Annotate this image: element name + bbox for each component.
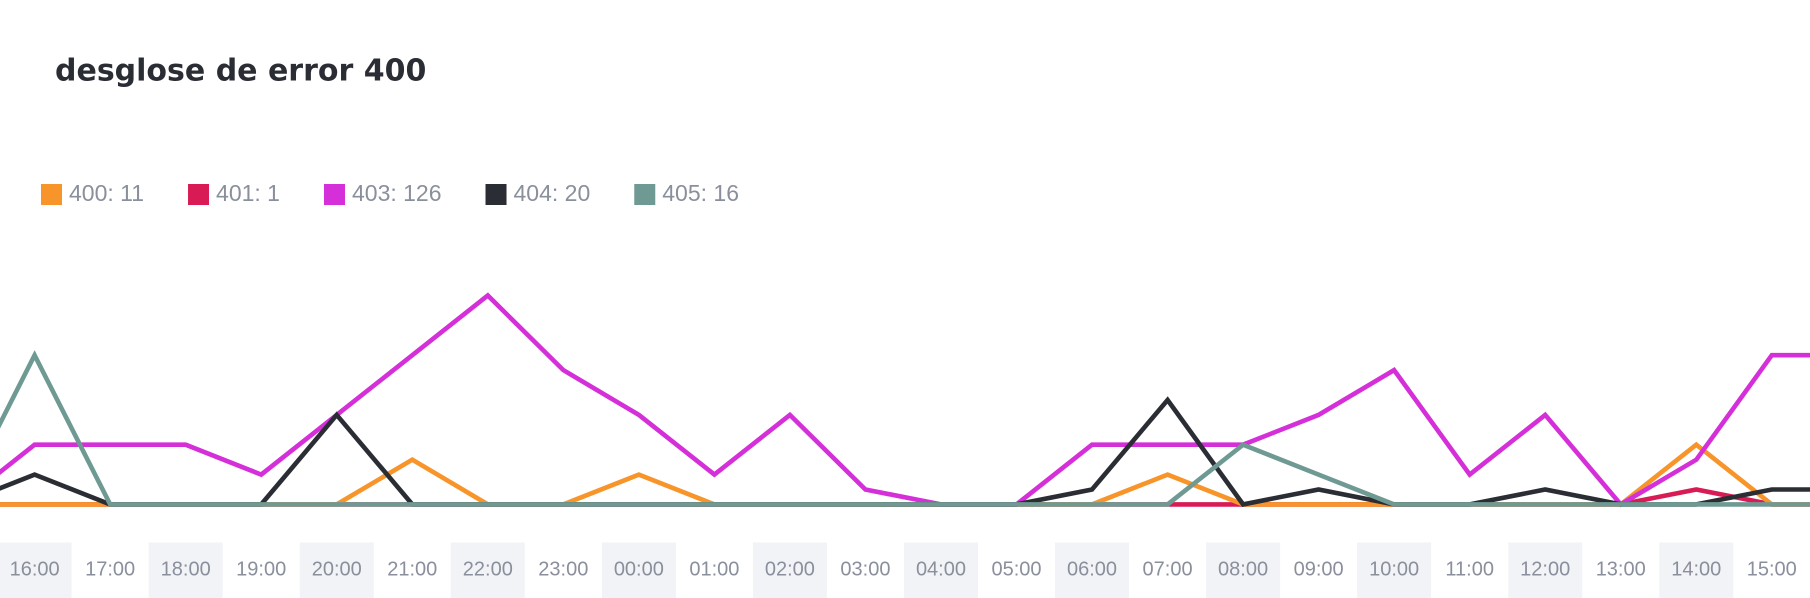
x-band	[1659, 542, 1734, 598]
x-tick-label: 05:00	[991, 559, 1041, 581]
legend-swatch	[485, 184, 507, 205]
x-band	[1206, 542, 1281, 598]
x-tick-label: 08:00	[1218, 559, 1268, 581]
x-band	[752, 542, 827, 598]
x-band	[1055, 542, 1130, 598]
x-tick-label: 17:00	[85, 559, 135, 581]
x-tick-label: 14:00	[1671, 559, 1721, 581]
series-line	[0, 396, 1810, 507]
x-tick-label: 15:00	[1747, 559, 1797, 581]
series-line	[0, 292, 1810, 508]
legend-swatch	[41, 184, 62, 205]
x-band	[903, 542, 978, 598]
x-tick-label: 20:00	[312, 559, 362, 581]
x-tick-label: 23:00	[538, 559, 588, 581]
x-tick-label: 10:00	[1369, 559, 1419, 581]
x-band	[450, 542, 525, 598]
legend: 400: 11 401: 1 403: 126 404: 20 405: 16	[41, 180, 739, 206]
x-tick-label: 00:00	[614, 559, 664, 581]
legend-label: 400: 11	[69, 180, 144, 206]
x-tick-label: 09:00	[1294, 559, 1344, 581]
legend-label: 405: 16	[662, 180, 739, 206]
legend-swatch	[188, 184, 210, 205]
x-tick-label: 18:00	[161, 559, 211, 581]
legend-label: 404: 20	[514, 180, 591, 206]
x-tick-label: 03:00	[840, 559, 890, 581]
x-tick-label: 16:00	[10, 559, 60, 581]
x-band	[299, 542, 374, 598]
x-label-group: 16:00 17:00 18:00 19:00 20:00 21:00 22:00 23:00…	[10, 559, 1797, 581]
x-tick-label: 01:00	[689, 559, 739, 581]
legend-label: 403: 126	[352, 180, 442, 206]
legend-swatch	[323, 184, 345, 205]
series-line	[0, 350, 1810, 507]
x-tick-label: 12:00	[1520, 559, 1570, 581]
line-group	[0, 292, 1810, 508]
x-tick-label: 22:00	[463, 559, 513, 581]
x-tick-label: 07:00	[1143, 559, 1193, 581]
x-tick-label: 11:00	[1445, 559, 1494, 581]
x-tick-label: 21:00	[387, 559, 437, 581]
x-band	[148, 542, 223, 598]
x-band	[601, 542, 676, 598]
x-tick-label: 02:00	[765, 559, 815, 581]
x-tick-label: 13:00	[1596, 559, 1646, 581]
x-band	[0, 542, 72, 598]
x-tick-label: 19:00	[236, 559, 286, 581]
chart-title: desglose de error 400	[55, 54, 426, 89]
x-tick-label: 06:00	[1067, 559, 1117, 581]
legend-swatch	[634, 184, 656, 205]
x-band-group	[0, 542, 1734, 598]
x-band	[1357, 542, 1432, 598]
legend-label: 401: 1	[216, 180, 280, 206]
x-tick-label: 04:00	[916, 559, 966, 581]
x-band	[1508, 542, 1583, 598]
